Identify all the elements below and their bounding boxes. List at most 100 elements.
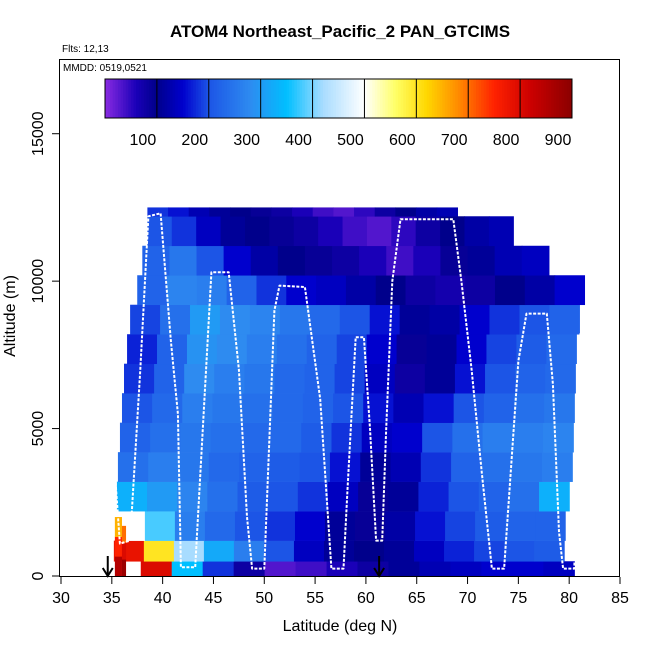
colorbar-segment (169, 79, 173, 118)
colorbar-segment (190, 79, 194, 118)
heatmap-cell (196, 275, 228, 306)
colorbar-segment (546, 79, 550, 118)
colorbar-segment (299, 79, 303, 118)
colorbar-segment (330, 79, 334, 118)
colorbar-segment (447, 79, 451, 118)
colorbar-segment (234, 79, 238, 118)
colorbar-segment (434, 79, 438, 118)
colorbar-segment (175, 79, 179, 118)
colorbar-segment (159, 79, 163, 118)
heatmap-cell (323, 540, 355, 562)
heatmap-cell (220, 216, 246, 247)
colorbar-segment (252, 79, 256, 118)
heatmap-cell (240, 422, 272, 453)
x-tick-label: 65 (408, 590, 426, 607)
colorbar-segment (465, 79, 469, 118)
colorbar-tick-label: 300 (233, 132, 260, 149)
heatmap-cell (415, 511, 446, 541)
heatmap-cell (171, 216, 197, 247)
heatmap-cell (203, 540, 235, 562)
heatmap-cell (274, 363, 306, 394)
heatmap-cell (369, 304, 401, 335)
colorbar-segment (133, 79, 137, 118)
heatmap-cell (418, 481, 450, 512)
heatmap-cell (464, 216, 490, 247)
colorbar-segment (367, 79, 371, 118)
colorbar-segment (408, 79, 412, 118)
colorbar-segment (525, 79, 529, 118)
heatmap-cell (147, 216, 173, 247)
colorbar-segment (478, 79, 482, 118)
heatmap-cell (454, 363, 486, 394)
x-tick-label: 80 (560, 590, 578, 607)
colorbar-tick-label: 100 (130, 132, 157, 149)
heatmap-cell (374, 207, 396, 217)
heatmap-cell (359, 245, 387, 276)
heatmap-cell (316, 275, 347, 306)
colorbar-segment (149, 79, 153, 118)
colorbar-segment (543, 79, 547, 118)
flight-track (110, 212, 589, 570)
heatmap-cell (511, 452, 543, 482)
heatmap-cell (450, 561, 482, 577)
heatmap-cell (180, 422, 212, 453)
colorbar-segment (457, 79, 461, 118)
colorbar-segment (284, 79, 288, 118)
colorbar-segment (494, 79, 498, 118)
colorbar-segment (421, 79, 425, 118)
heatmap-cell (554, 275, 586, 306)
info-dates: MMDD: 0519,0521 (63, 63, 147, 74)
heatmap-cell (393, 393, 425, 423)
colorbar-segment (112, 79, 116, 118)
colorbar-segment (512, 79, 516, 118)
x-tick-label: 30 (52, 590, 70, 607)
heatmap-cell (114, 536, 122, 557)
colorbar-segment (110, 79, 114, 118)
colorbar-segment (156, 79, 160, 118)
chart-title: ATOM4 Northeast_Pacific_2 PAN_GTCIMS (170, 22, 510, 41)
heatmap-cell (119, 422, 151, 453)
colorbar-segment (431, 79, 435, 118)
heatmap-cell (543, 561, 575, 577)
colorbar-segment (255, 79, 259, 118)
colorbar-segment (361, 79, 365, 118)
heatmap-cell (416, 207, 438, 217)
colorbar-segment (296, 79, 301, 118)
colorbar-segment (226, 79, 231, 118)
colorbar-segment (483, 79, 487, 118)
heatmap-cell (279, 304, 311, 335)
heatmap-cell (309, 304, 341, 335)
heatmap-cell (360, 452, 392, 482)
colorbar-segment (488, 79, 493, 118)
heatmap-cells (109, 207, 586, 577)
colorbar-segment (566, 79, 570, 118)
colorbar-segment (239, 79, 243, 118)
heatmap-cell (250, 245, 279, 276)
heatmap-cell (353, 540, 385, 562)
colorbar-segment (507, 79, 511, 118)
colorbar-segment (123, 79, 127, 118)
heatmap-cell (429, 304, 461, 335)
colorbar-segment (328, 79, 332, 118)
y-tick-label: 5000 (30, 411, 47, 447)
heatmap-cell (332, 245, 360, 276)
heatmap-cell (436, 207, 458, 217)
heatmap-cell (355, 511, 386, 541)
colorbar-segment (468, 79, 472, 118)
colorbar-segment (514, 79, 519, 118)
heatmap-cell (250, 207, 272, 217)
heatmap-cell (242, 393, 274, 423)
heatmap-cell (361, 422, 393, 453)
heatmap-cell (302, 393, 334, 423)
colorbar-segment (188, 79, 192, 118)
colorbar-segment (185, 79, 189, 118)
heatmap-cell (384, 540, 415, 562)
colorbar-segment (317, 79, 321, 118)
colorbar-segment (470, 79, 474, 118)
colorbar-segment (200, 79, 205, 118)
heatmap-cell (485, 363, 516, 394)
heatmap-cell (422, 422, 453, 453)
heatmap-cell (508, 481, 540, 512)
